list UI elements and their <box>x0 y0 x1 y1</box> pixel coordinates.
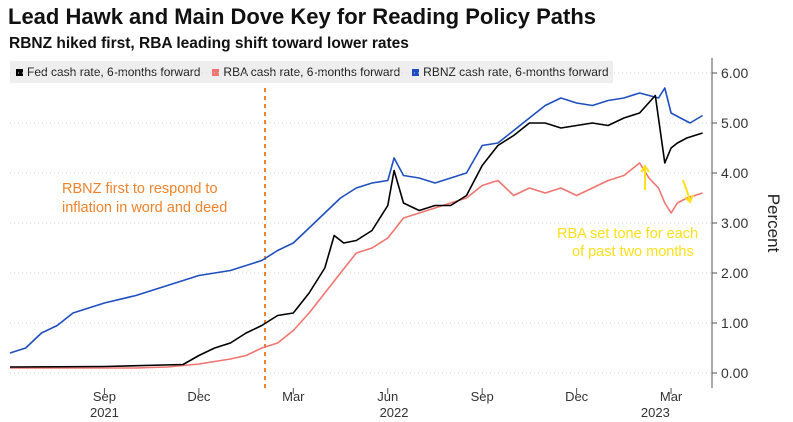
y-axis-label: Percent <box>764 194 783 253</box>
annotation-rbnz-line1: RBNZ first to respond to <box>62 181 218 197</box>
chart-subtitle: RBNZ hiked first, RBA leading shift towa… <box>9 35 409 52</box>
annotation-rba-line1: RBA set tone for each <box>557 226 698 242</box>
x-tick-label: Mar <box>282 389 305 404</box>
legend-label-fed: Fed cash rate, 6-months forward <box>27 65 201 79</box>
legend-swatch-rbnz <box>412 68 420 76</box>
legend-item-rbnz: RBNZ cash rate, 6-months forward <box>412 65 609 79</box>
legend-item-fed: Fed cash rate, 6-months forward <box>16 65 200 79</box>
legend-label-rba: RBA cash rate, 6-months forward <box>223 65 401 79</box>
x-tick-label: Mar <box>660 389 683 404</box>
y-tick-label: 0.00 <box>721 365 748 381</box>
x-year-label: 2021 <box>90 405 119 420</box>
x-tick-label: Sep <box>93 389 116 404</box>
x-tick-label: Dec <box>187 389 211 404</box>
x-tick-label: Sep <box>471 389 494 404</box>
legend-item-rba: RBA cash rate, 6-months forward <box>212 65 400 79</box>
legend-swatch-fed <box>16 68 23 76</box>
y-tick-label: 3.00 <box>721 215 748 231</box>
x-tick-label: Jun <box>377 389 398 404</box>
x-year-label: 2023 <box>641 405 670 420</box>
y-tick-label: 2.00 <box>721 265 748 281</box>
y-tick-label: 5.00 <box>721 115 748 131</box>
x-year-label: 2022 <box>380 405 409 420</box>
rbnz-series-line <box>9 87 704 354</box>
y-tick-label: 1.00 <box>721 315 748 331</box>
annotation-rba-line2: of past two months <box>572 244 694 260</box>
rba-hike-arrow-icon <box>640 164 650 190</box>
annotation-rbnz-line2: inflation in word and deed <box>62 200 227 216</box>
legend-swatch-rba <box>212 68 220 76</box>
fed-series-line <box>9 94 703 368</box>
legend: Fed cash rate, 6-months forward RBA cash… <box>10 61 613 83</box>
y-tick-label: 6.00 <box>721 65 748 81</box>
y-tick-label: 4.00 <box>721 165 748 181</box>
x-tick-label: Dec <box>565 389 589 404</box>
rba-pause-arrow-icon <box>682 179 694 204</box>
chart-title: Lead Hawk and Main Dove Key for Reading … <box>8 4 597 29</box>
legend-label-rbnz: RBNZ cash rate, 6-months forward <box>423 65 609 79</box>
